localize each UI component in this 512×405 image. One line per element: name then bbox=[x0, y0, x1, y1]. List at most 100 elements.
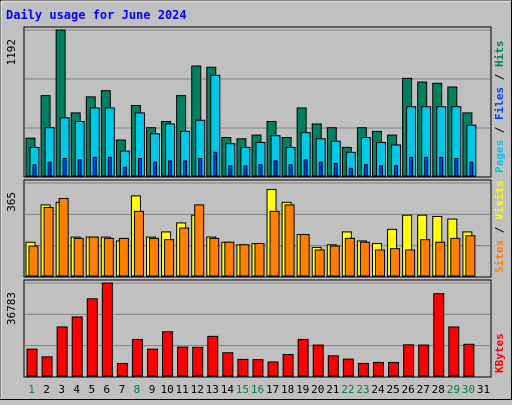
bar-kbytes-day-29 bbox=[448, 326, 460, 377]
day-label-20: 20 bbox=[311, 383, 324, 396]
bar-sites-day-28 bbox=[435, 241, 446, 277]
bar-pages-day-9 bbox=[153, 161, 158, 177]
bar-sites-day-13 bbox=[209, 237, 220, 277]
bar-pages-day-28 bbox=[439, 156, 444, 177]
day-label-17: 17 bbox=[266, 383, 279, 396]
bar-kbytes-day-21 bbox=[327, 355, 339, 377]
day-label-22: 22 bbox=[341, 383, 354, 396]
bar-pages-day-1 bbox=[32, 164, 37, 177]
panels-layer: 1192 Pages / Files / Hits 365 Sites / Visit… bbox=[5, 26, 506, 378]
panel-hits-files-pages: 1192 Pages / Files / Hits bbox=[5, 26, 506, 178]
bar-kbytes-day-20 bbox=[312, 344, 324, 377]
bar-kbytes-day-12 bbox=[192, 346, 204, 377]
bar-pages-day-22 bbox=[348, 167, 353, 177]
bar-sites-day-26 bbox=[405, 249, 416, 277]
bar-pages-day-25 bbox=[394, 165, 399, 177]
bar-sites-day-21 bbox=[329, 245, 340, 277]
bar-kbytes-day-24 bbox=[372, 361, 384, 377]
side-label-separator: / bbox=[493, 67, 506, 87]
bar-sites-day-7 bbox=[118, 237, 129, 277]
bar-kbytes-day-3 bbox=[56, 326, 68, 377]
day-label-6: 6 bbox=[104, 383, 111, 396]
day-label-3: 3 bbox=[58, 383, 65, 396]
bar-pages-day-4 bbox=[77, 159, 82, 177]
y-max-label: 1192 bbox=[5, 39, 18, 66]
y-max-label: 36783 bbox=[5, 292, 18, 325]
day-label-13: 13 bbox=[206, 383, 219, 396]
bars bbox=[25, 29, 477, 177]
bar-sites-day-25 bbox=[390, 248, 401, 277]
day-label-4: 4 bbox=[73, 383, 80, 396]
bar-kbytes-day-4 bbox=[71, 316, 83, 377]
bar-pages-day-6 bbox=[107, 156, 112, 177]
bar-kbytes-day-8 bbox=[131, 338, 143, 377]
bar-pages-day-23 bbox=[363, 164, 368, 177]
chart-title: Daily usage for June 2024 bbox=[6, 8, 187, 22]
bar-pages-day-26 bbox=[409, 156, 414, 177]
day-label-21: 21 bbox=[326, 383, 339, 396]
bar-pages-day-2 bbox=[47, 161, 52, 177]
day-label-9: 9 bbox=[149, 383, 156, 396]
panel-visits-sites: 365 Sites / Visits bbox=[5, 179, 506, 278]
bar-sites-day-12 bbox=[194, 204, 205, 277]
day-label-16: 16 bbox=[251, 383, 264, 396]
bar-kbytes-day-9 bbox=[147, 348, 159, 377]
bar-sites-day-8 bbox=[133, 210, 144, 277]
y-max-label: 365 bbox=[5, 192, 18, 212]
day-label-10: 10 bbox=[160, 383, 173, 396]
bar-sites-day-10 bbox=[164, 239, 175, 277]
day-label-18: 18 bbox=[281, 383, 294, 396]
side-label: Pages / Files / Hits bbox=[493, 41, 506, 174]
bar-kbytes-day-25 bbox=[388, 361, 400, 377]
bar-pages-day-15 bbox=[243, 165, 248, 177]
bar-pages-day-18 bbox=[288, 164, 293, 177]
bar-pages-day-16 bbox=[258, 164, 263, 177]
series-kbytes bbox=[26, 282, 475, 377]
bar-kbytes-day-16 bbox=[252, 359, 264, 377]
day-label-14: 14 bbox=[221, 383, 235, 396]
bar-sites-day-17 bbox=[269, 210, 280, 277]
day-label-30: 30 bbox=[462, 383, 475, 396]
side-label: KBytes bbox=[493, 333, 506, 373]
bar-pages-day-13 bbox=[213, 151, 218, 177]
bar-sites-day-11 bbox=[179, 227, 190, 277]
bar-kbytes-day-10 bbox=[162, 331, 174, 377]
day-label-7: 7 bbox=[119, 383, 126, 396]
day-label-27: 27 bbox=[417, 383, 430, 396]
series-files bbox=[29, 74, 477, 177]
day-label-8: 8 bbox=[134, 383, 141, 396]
bar-kbytes-day-1 bbox=[26, 348, 38, 377]
bar-sites-day-2 bbox=[43, 206, 54, 277]
bar-pages-day-29 bbox=[454, 158, 459, 177]
bar-sites-day-4 bbox=[73, 237, 84, 277]
day-label-19: 19 bbox=[296, 383, 309, 396]
bar-sites-day-30 bbox=[465, 235, 476, 277]
day-label-24: 24 bbox=[371, 383, 385, 396]
bar-pages-day-30 bbox=[469, 161, 474, 177]
bar-kbytes-day-27 bbox=[418, 344, 430, 377]
bar-sites-day-16 bbox=[254, 243, 265, 277]
bar-pages-day-20 bbox=[318, 161, 323, 177]
bar-pages-day-8 bbox=[137, 158, 142, 177]
bar-kbytes-day-13 bbox=[207, 335, 219, 377]
bar-pages-day-21 bbox=[333, 162, 338, 177]
bar-kbytes-day-18 bbox=[282, 354, 294, 377]
bars bbox=[25, 188, 476, 277]
bar-sites-day-19 bbox=[299, 234, 310, 277]
bar-pages-day-24 bbox=[378, 165, 383, 177]
bar-kbytes-day-11 bbox=[177, 346, 189, 377]
bar-kbytes-day-2 bbox=[41, 356, 53, 377]
bar-sites-day-9 bbox=[149, 237, 160, 277]
bar-sites-day-22 bbox=[344, 237, 355, 277]
side-label-kbytes: KBytes bbox=[493, 333, 506, 373]
bar-sites-day-1 bbox=[28, 245, 39, 277]
day-label-29: 29 bbox=[447, 383, 460, 396]
day-label-5: 5 bbox=[88, 383, 95, 396]
bar-sites-day-15 bbox=[239, 244, 250, 277]
side-label-separator: / bbox=[493, 120, 506, 140]
day-label-28: 28 bbox=[432, 383, 445, 396]
bar-pages-day-14 bbox=[228, 165, 233, 177]
side-label-separator: / bbox=[493, 220, 506, 240]
bar-kbytes-day-30 bbox=[463, 343, 475, 377]
